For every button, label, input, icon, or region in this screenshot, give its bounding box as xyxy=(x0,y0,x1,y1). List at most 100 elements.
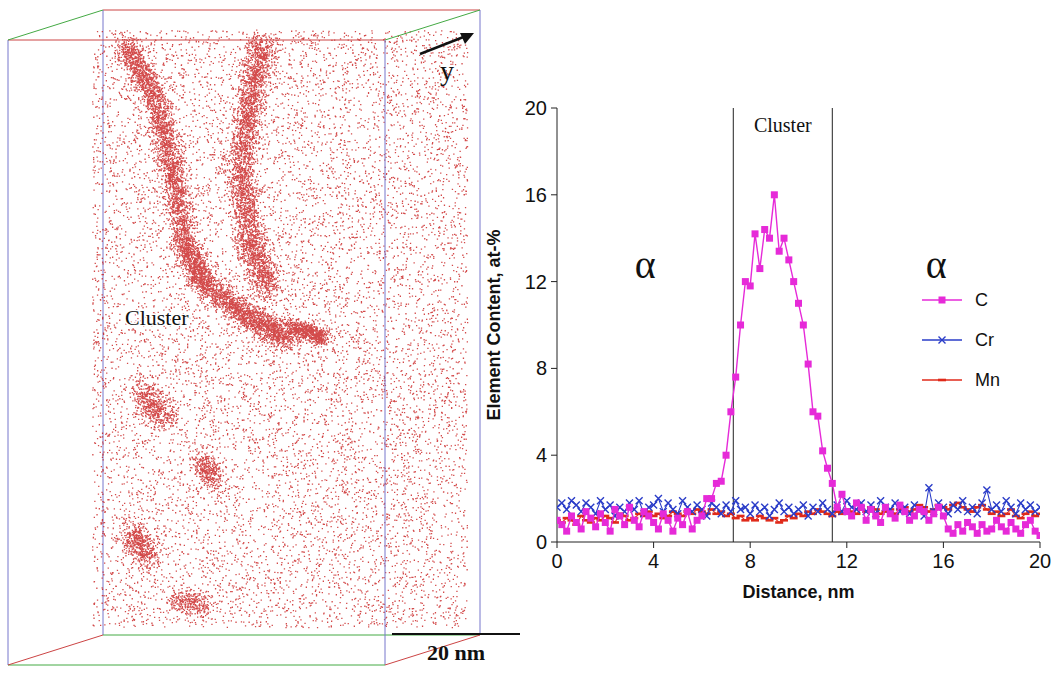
marker-square xyxy=(829,480,836,487)
marker-square xyxy=(940,512,947,519)
marker-x xyxy=(723,502,730,509)
legend-label: C xyxy=(975,290,988,310)
marker-x xyxy=(1003,497,1010,504)
x-tick-label: 0 xyxy=(551,550,562,572)
marker-square xyxy=(930,510,937,517)
region-label: Cluster xyxy=(754,114,812,136)
marker-square xyxy=(747,282,754,289)
marker-square xyxy=(698,512,705,519)
marker-square xyxy=(563,528,570,535)
x-tick-label: 4 xyxy=(648,550,659,572)
marker-x xyxy=(1017,499,1024,506)
marker-square xyxy=(848,512,855,519)
page: {"chart_data": {"type": "line", "x_label… xyxy=(0,0,1059,675)
marker-square xyxy=(1008,519,1015,526)
x-tick-label: 8 xyxy=(745,550,756,572)
marker-x xyxy=(636,497,643,504)
marker-x xyxy=(1008,504,1015,511)
marker-x xyxy=(877,497,884,504)
axis-direction-label: y xyxy=(440,55,454,86)
legend-line xyxy=(922,379,962,380)
marker-square xyxy=(814,413,821,420)
figure: Clustery20 nmαClusterα048121620048121620… xyxy=(0,0,1059,675)
marker-x xyxy=(974,510,981,517)
marker-square xyxy=(718,478,725,485)
marker-square xyxy=(790,278,797,285)
atom-cloud xyxy=(92,30,468,629)
marker-x xyxy=(805,512,812,519)
marker-x xyxy=(558,499,565,506)
scale-bar-label: 20 nm xyxy=(427,640,485,665)
marker-square xyxy=(939,297,946,304)
marker-square xyxy=(631,517,638,524)
cluster-label: Cluster xyxy=(125,305,189,330)
marker-square xyxy=(689,525,696,532)
marker-square xyxy=(896,502,903,509)
marker-square xyxy=(568,512,575,519)
marker-x xyxy=(742,504,749,511)
marker-x xyxy=(925,484,932,491)
y-axis-line xyxy=(557,108,558,542)
marker-dash xyxy=(737,515,745,518)
marker-square xyxy=(882,504,889,511)
box-edge xyxy=(8,10,103,40)
marker-square xyxy=(781,235,788,242)
marker-square xyxy=(587,515,594,522)
marker-square xyxy=(872,512,879,519)
marker-square xyxy=(974,530,981,537)
marker-x xyxy=(819,499,826,506)
marker-x xyxy=(979,499,986,506)
marker-square xyxy=(737,322,744,329)
marker-x xyxy=(563,506,570,513)
marker-square xyxy=(800,322,807,329)
marker-square xyxy=(756,265,763,272)
marker-dash xyxy=(938,379,946,382)
marker-x xyxy=(993,502,1000,509)
marker-x xyxy=(573,502,580,509)
marker-square xyxy=(616,512,623,519)
marker-square xyxy=(877,519,884,526)
marker-square xyxy=(684,508,691,515)
y-tick xyxy=(551,108,557,109)
marker-x xyxy=(771,506,778,513)
marker-square xyxy=(867,506,874,513)
box-edge xyxy=(8,635,103,665)
marker-square xyxy=(592,523,599,530)
marker-dash xyxy=(751,519,759,522)
y-tick-label: 8 xyxy=(536,357,547,379)
marker-square xyxy=(558,521,565,528)
marker-x xyxy=(655,495,662,502)
marker-square xyxy=(582,508,589,515)
marker-dash xyxy=(1017,517,1025,520)
y-tick-label: 20 xyxy=(525,97,547,119)
marker-square xyxy=(950,530,957,537)
x-axis-line xyxy=(557,542,1040,543)
x-tick xyxy=(943,542,944,548)
x-tick xyxy=(653,542,654,548)
marker-x xyxy=(829,510,836,517)
marker-dash xyxy=(780,519,788,522)
legend: CCrMn xyxy=(922,290,1000,390)
y-tick xyxy=(551,542,557,543)
marker-square xyxy=(805,361,812,368)
marker-square xyxy=(1027,517,1034,524)
marker-square xyxy=(892,515,899,522)
marker-square xyxy=(636,523,643,530)
marker-square xyxy=(674,515,681,522)
marker-square xyxy=(935,504,942,511)
marker-x xyxy=(998,508,1005,515)
marker-x xyxy=(650,502,657,509)
marker-x xyxy=(814,508,821,515)
marker-square xyxy=(785,256,792,263)
marker-x xyxy=(939,337,946,344)
marker-square xyxy=(925,517,932,524)
plot-data xyxy=(557,191,1040,539)
marker-square xyxy=(679,521,686,528)
series-cr xyxy=(557,484,1040,519)
marker-x xyxy=(882,504,889,511)
box-edge xyxy=(385,40,386,665)
series-line xyxy=(557,488,1040,516)
marker-x xyxy=(732,497,739,504)
marker-square xyxy=(650,519,657,526)
box-edge xyxy=(480,10,481,635)
